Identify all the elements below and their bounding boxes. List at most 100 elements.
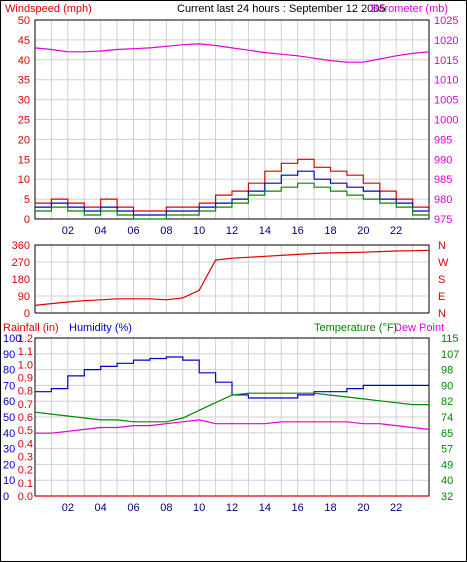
windspeed-tick-label: 0	[24, 214, 30, 226]
wind-x-tick-label: 20	[357, 225, 369, 237]
barometer-tick-label: 990	[434, 154, 452, 166]
climate-x-tick-label: 16	[292, 502, 304, 514]
windspeed-axis-title: Windspeed (mph)	[5, 3, 92, 15]
humidity-line	[35, 356, 429, 399]
humidity-tick-label: 0	[3, 491, 9, 503]
rainfall-tick-label: 0.8	[18, 386, 33, 398]
windspeed-tick-label: 30	[18, 95, 30, 107]
humidity-tick-label: 40	[3, 428, 15, 440]
climate-x-tick-label: 06	[127, 502, 139, 514]
barometer-tick-label: 1005	[434, 95, 458, 107]
direction-tick-label: 270	[12, 257, 30, 269]
barometer-tick-label: 975	[434, 214, 452, 226]
wind-x-tick-label: 14	[259, 225, 271, 237]
rainfall-tick-label: 0.5	[18, 425, 33, 437]
climate-x-tick-label: 10	[193, 502, 205, 514]
dew-point-line	[35, 419, 430, 434]
wind-x-tick-label: 02	[62, 225, 74, 237]
windspeed-tick-label: 20	[18, 134, 30, 146]
barometer-tick-label: 985	[434, 174, 452, 186]
temperature-tick-label: 74	[441, 412, 453, 424]
climate-x-tick-label: 22	[390, 502, 402, 514]
humidity-tick-label: 10	[3, 475, 15, 487]
humidity-tick-label: 80	[3, 365, 15, 377]
humidity-tick-label: 90	[3, 349, 15, 361]
wind-x-tick-label: 16	[292, 225, 304, 237]
temperature-tick-label: 32	[441, 491, 453, 503]
compass-tick-label: W	[438, 257, 449, 269]
windspeed-tick-label: 15	[18, 154, 30, 166]
wind-x-tick-label: 22	[390, 225, 402, 237]
humidity-tick-label: 70	[3, 380, 15, 392]
humidity-tick-label: 30	[3, 444, 15, 456]
barometer-tick-label: 995	[434, 134, 452, 146]
windspeed-tick-label: 40	[18, 55, 30, 67]
humidity-tick-label: 60	[3, 396, 15, 408]
windspeed-tick-label: 50	[18, 15, 30, 27]
direction-line	[34, 249, 430, 306]
rainfall-tick-label: 0.7	[18, 399, 33, 411]
humidity-tick-label: 100	[3, 333, 21, 345]
humidity-tick-label: 20	[3, 459, 15, 471]
temperature-tick-label: 90	[441, 380, 453, 392]
humidity-axis-title: Humidity (%)	[69, 322, 132, 334]
temperature-tick-label: 82	[441, 396, 453, 408]
barometer-tick-label: 1000	[434, 115, 458, 127]
chart-title: Current last 24 hours : September 12 200…	[177, 3, 386, 15]
wind-x-tick-label: 12	[226, 225, 238, 237]
windspeed-tick-label: 25	[18, 115, 30, 127]
windspeed-tick-label: 35	[18, 75, 30, 87]
direction-tick-label: 180	[12, 274, 30, 286]
compass-tick-label: S	[438, 274, 445, 286]
wind-x-tick-label: 04	[95, 225, 107, 237]
wind-x-tick-label: 18	[324, 225, 336, 237]
temperature-tick-label: 65	[441, 428, 453, 440]
temperature-tick-label: 57	[441, 444, 453, 456]
climate-x-tick-label: 14	[259, 502, 271, 514]
barometer-tick-label: 1020	[434, 35, 458, 47]
windspeed-tick-label: 5	[24, 194, 30, 206]
average-line	[35, 182, 430, 220]
rainfall-tick-label: 0.6	[18, 412, 33, 424]
climate-x-tick-label: 02	[62, 502, 74, 514]
climate-x-tick-label: 18	[324, 502, 336, 514]
barometer-tick-label: 980	[434, 194, 452, 206]
climate-x-tick-label: 04	[95, 502, 107, 514]
rainfall-tick-label: 1.2	[18, 333, 33, 345]
direction-tick-label: 0	[24, 308, 30, 320]
compass-tick-label: N	[438, 308, 446, 320]
wind-frame	[34, 19, 430, 220]
compass-tick-label: E	[438, 291, 445, 303]
temperature-tick-label: 49	[441, 459, 453, 471]
rainfall-axis-title: Rainfall (in)	[3, 322, 59, 334]
temperature-tick-label: 115	[441, 333, 459, 345]
barometer-tick-label: 1025	[434, 15, 458, 27]
wind-x-tick-label: 06	[127, 225, 139, 237]
direction-tick-label: 360	[12, 240, 30, 252]
direction-frame	[34, 244, 430, 314]
rain-humidity-temperature-panel: 1.21.11.00.90.80.70.60.50.40.30.20.10.01…	[3, 333, 459, 514]
temperature-line	[34, 392, 429, 423]
humidity-tick-label: 50	[3, 412, 15, 424]
climate-x-tick-label: 08	[160, 502, 172, 514]
rainfall-tick-label: 0.3	[18, 452, 33, 464]
rainfall-tick-label: 1.0	[18, 359, 33, 371]
climate-x-tick-label: 12	[226, 502, 238, 514]
rainfall-tick-label: 0.1	[18, 478, 33, 490]
barometer-tick-label: 1015	[434, 55, 458, 67]
climate-x-tick-label: 20	[357, 502, 369, 514]
barometer-axis-title: Barometer (mb)	[371, 3, 448, 15]
windspeed-tick-label: 10	[18, 174, 30, 186]
direction-tick-label: 90	[18, 291, 30, 303]
windspeed-tick-label: 45	[18, 35, 30, 47]
rainfall-tick-label: 0.0	[18, 491, 33, 503]
temperature-tick-label: 107	[441, 349, 459, 361]
temperature-axis-title: Temperature (°F)	[314, 322, 397, 334]
rainfall-tick-label: 0.2	[18, 465, 33, 477]
wind-x-tick-label: 10	[193, 225, 205, 237]
wind-x-tick-label: 08	[160, 225, 172, 237]
temperature-tick-label: 40	[441, 475, 453, 487]
